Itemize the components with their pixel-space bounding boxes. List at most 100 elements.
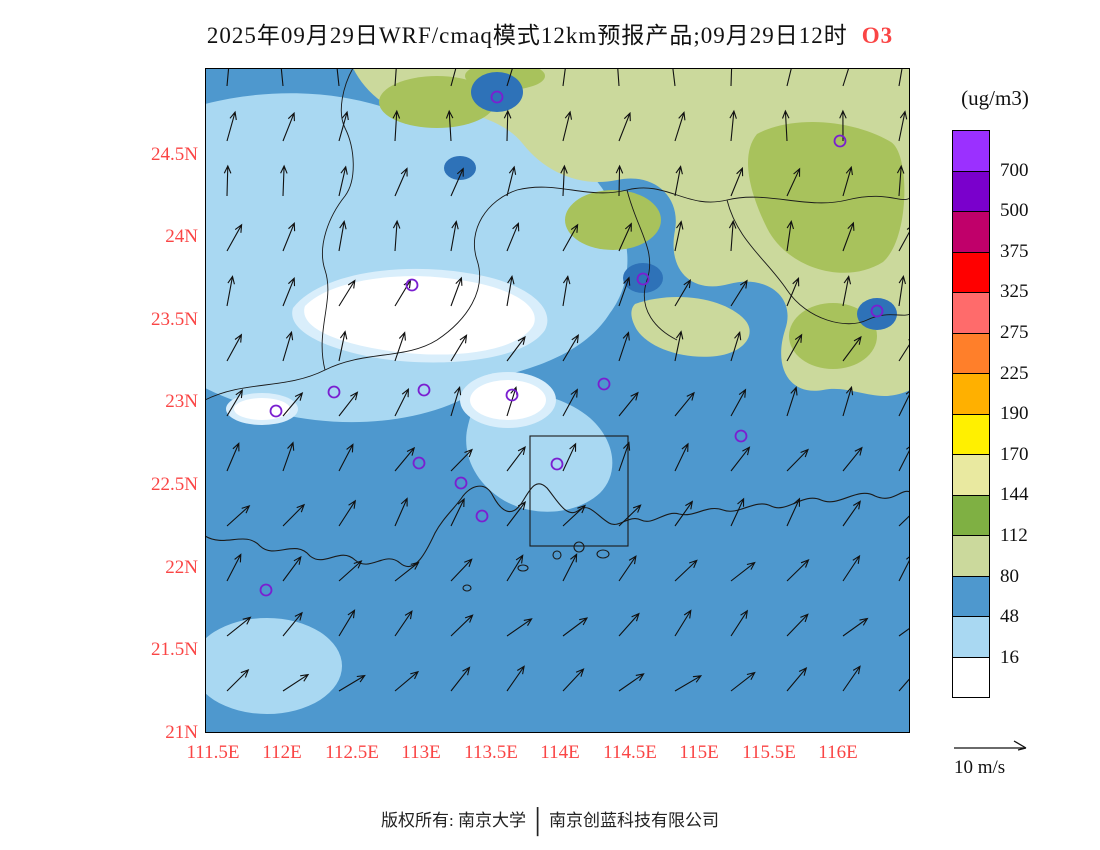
wind-arrow [674,500,694,527]
colorbar-tick-label: 144 [1000,484,1029,506]
wind-arrow [392,109,401,142]
wind-arrow [394,497,408,527]
wind-arrow [674,559,698,582]
wind-arrow [562,334,579,362]
map-frame-border [205,68,910,733]
wind-arrow [842,446,863,472]
lon-tick-label: 112E [262,742,302,763]
wind-arrow [618,391,639,417]
wind-arrow [226,616,252,637]
wind-arrow [842,335,862,362]
lon-tick-label: 116E [818,742,858,763]
lat-tick-label: 22.5N [151,474,198,495]
wind-arrow [618,673,645,692]
wind-arrow [562,617,589,637]
wind-arrow [674,220,684,252]
lat-tick-label: 24.5N [151,144,198,165]
wind-arrow [730,446,751,472]
wind-arrow [223,164,232,197]
colorbar-tick-label: 48 [1000,606,1019,628]
wind-arrow [786,386,798,417]
station-marker [490,90,504,104]
wind-arrow [674,442,689,472]
wind-arrow [282,391,304,417]
wind-arrow [730,497,745,527]
wind-arrow [450,558,473,582]
wind-arrow [729,109,737,142]
wind-arrow [618,555,637,582]
colorbar-block [952,575,990,617]
colorbar-tick-label: 325 [1000,281,1029,303]
lon-tick-label: 114E [540,742,580,763]
wind-arrow [394,331,406,362]
o3-concentration-map [192,54,925,733]
region-inset-box [529,435,629,547]
colorbar-tick-label: 190 [1000,403,1029,425]
colorbar-tick-label: 275 [1000,322,1029,343]
footer-company: 南京创蓝科技有限公司 [549,811,719,830]
footer-owner: 版权所有: 南京大学 [381,811,526,830]
wind-arrow [618,504,642,527]
wind-reference-arrow-icon [954,740,1027,751]
colorbar-block [952,535,990,577]
province-boundaries [204,67,911,401]
colorbar-tick-label: 225 [1000,362,1029,384]
wind-arrow [338,443,354,472]
wind-arrow [282,611,303,637]
wind-arrow [730,279,748,307]
wind-arrow [226,223,243,252]
wind-arrow [898,110,908,142]
wind-arrow [842,617,869,637]
station-marker [327,385,341,399]
wind-arrow [450,167,464,197]
station-marker [833,134,847,148]
wind-arrow [503,109,512,142]
wind-arrow [674,675,703,692]
lon-tick-label: 115.5E [742,742,796,763]
wind-arrow [394,446,416,472]
wind-arrow [786,277,800,307]
wind-arrow [730,671,756,692]
station-marker [475,509,489,523]
wind-arrow [730,166,744,197]
wind-arrow [338,330,348,362]
station-markers [259,90,884,597]
station-marker [259,583,273,597]
wind-arrow [842,500,861,527]
wind-arrow [618,612,640,637]
wind-arrow [394,167,408,197]
wind-arrow [282,503,306,527]
wind-arrow [338,165,348,197]
lat-tick-label: 21.5N [151,639,198,660]
colorbar [952,130,990,698]
wind-arrow [282,673,310,692]
lat-tick-label: 23N [165,391,198,412]
wind-arrow [450,497,465,527]
colorbar-block [952,373,990,415]
wind-arrow [674,609,692,637]
station-marker [505,388,519,402]
wind-arrow [506,222,520,252]
wind-arrow [226,275,235,307]
wind-arrow [506,618,533,637]
wind-arrow [338,609,356,637]
wind-arrow [786,613,809,637]
wind-arrow [506,665,525,692]
colorbar-block [952,292,990,334]
wind-arrow [338,279,356,307]
wind-arrow [562,553,578,582]
colorbar-block [952,494,990,536]
colorbar-units-label: (ug/m3) [961,86,1029,110]
station-marker [269,404,283,418]
wind-arrow [618,111,631,142]
lon-tick-label: 114.5E [603,742,657,763]
station-marker [597,377,611,391]
wind-arrow [674,165,683,197]
wind-arrow [282,221,296,252]
wind-arrow [786,333,803,362]
wind-arrow [506,335,526,362]
title-pollutant: O3 [861,23,894,48]
lon-tick-label: 115E [679,742,719,763]
lon-tick-label: 112.5E [325,742,379,763]
wind-arrow [562,504,586,527]
